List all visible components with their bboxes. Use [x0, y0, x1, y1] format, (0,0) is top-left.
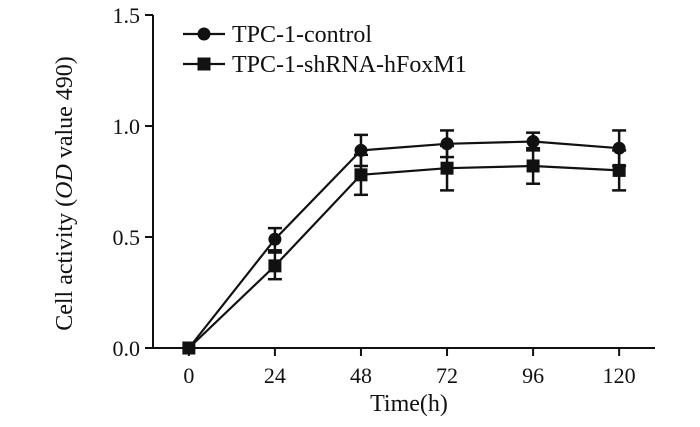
data-point: [526, 135, 540, 149]
y-tick-label: 1.5: [113, 3, 141, 28]
x-tick-label: 48: [350, 363, 372, 388]
legend-marker: [197, 57, 211, 71]
series-1: [182, 144, 627, 355]
x-tick-label: 24: [264, 363, 286, 388]
legend-label: TPC-1-control: [232, 22, 372, 48]
legend-label: TPC-1-shRNA-hFoxM1: [232, 52, 467, 78]
series-line: [188, 164, 620, 349]
data-point: [612, 163, 626, 177]
y-axis-title: Cell activity (OD value 490): [52, 56, 78, 331]
legend-entry-1: TPC-1-shRNA-hFoxM1: [183, 52, 467, 78]
series-layer: [182, 129, 627, 355]
x-tick-label: 96: [522, 363, 544, 388]
axes: [152, 15, 655, 349]
x-tick-label: 120: [603, 363, 636, 388]
data-point: [268, 232, 282, 246]
y-tick-label: 0.5: [113, 225, 141, 250]
y-tick-label: 1.0: [113, 114, 141, 139]
legend-marker: [197, 27, 211, 41]
legend: TPC-1-control TPC-1-shRNA-hFoxM1: [183, 22, 467, 78]
y-tick-label: 0.0: [113, 336, 141, 361]
x-axis-title: Time(h): [370, 391, 448, 417]
y-axis-title-prefix: Cell activity (: [52, 199, 78, 331]
data-point: [268, 259, 282, 273]
y-axis-title-italic: OD: [52, 164, 78, 199]
y-axis-title-suffix: value 490): [52, 56, 78, 164]
x-tick-label: 72: [436, 363, 458, 388]
tick-marks: 0.0 0.5 1.0 1.5 0 24 48 72 96 120: [113, 3, 636, 388]
data-point: [182, 341, 196, 355]
data-point: [440, 161, 454, 175]
series-0: [182, 129, 627, 355]
series-line: [188, 140, 620, 349]
legend-entry-0: TPC-1-control: [183, 22, 372, 48]
data-point: [354, 168, 368, 182]
x-tick-label: 0: [183, 363, 194, 388]
data-point: [526, 159, 540, 173]
